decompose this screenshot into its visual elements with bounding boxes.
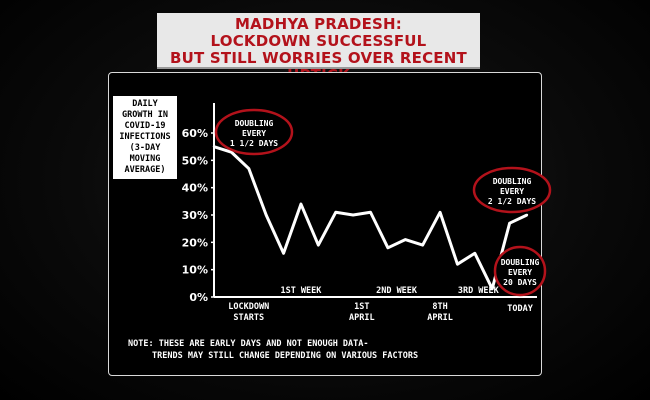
annotation-label-line: EVERY bbox=[508, 268, 532, 277]
annotation-label-line: 20 DAYS bbox=[503, 278, 537, 287]
y-axis-label-line: (3-DAY bbox=[129, 143, 161, 153]
data-point bbox=[230, 150, 233, 154]
x-tick-label: LOCKDOWN STARTS bbox=[228, 302, 269, 323]
y-tick-label: 40% bbox=[182, 182, 208, 195]
y-axis-label-line: COVID-19 bbox=[124, 121, 166, 131]
y-tick-label: 30% bbox=[182, 209, 208, 222]
annotation-label-line: EVERY bbox=[242, 129, 266, 138]
series-line bbox=[213, 145, 528, 291]
annotation-circle bbox=[493, 245, 547, 297]
data-point bbox=[456, 263, 459, 266]
data-point bbox=[247, 167, 250, 170]
annotation-circle bbox=[472, 166, 552, 214]
chart-panel bbox=[108, 72, 542, 376]
y-axis-label-line: DAILY bbox=[132, 99, 158, 109]
data-point bbox=[317, 243, 320, 247]
y-tick-label: 10% bbox=[182, 264, 208, 277]
annotation-circle bbox=[214, 108, 294, 156]
y-axis-label-line: AVERAGE) bbox=[124, 165, 166, 175]
x-tick-label: 1ST WEEK bbox=[280, 286, 322, 296]
data-point bbox=[386, 246, 390, 249]
x-tick-label: 8TH APRIL bbox=[427, 302, 453, 323]
headline-line-1: MADHYA PRADESH: bbox=[234, 15, 402, 33]
annotation-label-line: DOUBLING bbox=[235, 119, 274, 128]
data-point bbox=[299, 202, 303, 206]
data-point bbox=[473, 252, 477, 255]
data-point bbox=[351, 213, 355, 217]
x-tick-label-line: 2ND WEEK bbox=[376, 286, 418, 296]
data-point bbox=[212, 145, 216, 148]
annotation-label-line: 1 1/2 DAYS bbox=[230, 139, 278, 148]
y-tick-label: 20% bbox=[182, 236, 208, 249]
y-axis-label: DAILY GROWTH IN COVID-19 INFECTIONS (3-D… bbox=[113, 96, 177, 179]
data-point bbox=[525, 213, 529, 217]
data-point bbox=[282, 252, 285, 255]
data-point bbox=[508, 222, 511, 225]
data-point bbox=[404, 238, 407, 241]
x-tick-label-line: APRIL bbox=[427, 313, 453, 323]
x-tick-label: 2ND WEEK bbox=[376, 286, 418, 296]
x-tick-label-line: APRIL bbox=[349, 313, 375, 323]
footnote: NOTE: THESE ARE EARLY DAYS AND NOT ENOUG… bbox=[128, 338, 448, 362]
x-tick-label: TODAY bbox=[507, 304, 533, 314]
x-tick-label-line: 3RD WEEK bbox=[458, 286, 500, 296]
x-tick-label-line: 1ST bbox=[354, 302, 369, 312]
x-tick-label: 3RD WEEK bbox=[458, 286, 500, 296]
x-tick-label-line: LOCKDOWN bbox=[228, 302, 269, 312]
annotation-label: DOUBLING EVERY 2 1/2 DAYS bbox=[488, 177, 536, 206]
footnote-line-1: NOTE: THESE ARE EARLY DAYS AND NOT ENOUG… bbox=[128, 339, 369, 349]
x-tick-label-line: TODAY bbox=[507, 304, 533, 314]
data-point bbox=[491, 287, 494, 290]
data-point bbox=[438, 211, 442, 214]
y-tick-label: 0% bbox=[189, 291, 208, 304]
footnote-line-2: TRENDS MAY STILL CHANGE DEPENDING ON VAR… bbox=[152, 351, 419, 361]
x-tick-label-line: 1ST WEEK bbox=[280, 286, 322, 296]
headline-line-2: LOCKDOWN SUCCESSFUL bbox=[210, 32, 427, 50]
x-tick-label: 1ST APRIL bbox=[349, 302, 375, 323]
annotation-label: DOUBLING EVERY 20 DAYS bbox=[501, 258, 540, 287]
annotation-label-line: DOUBLING bbox=[493, 177, 532, 186]
y-axis-label-line: GROWTH IN bbox=[121, 110, 169, 120]
y-tick-label: 50% bbox=[182, 154, 208, 167]
x-tick-label-line: 8TH bbox=[432, 302, 447, 312]
annotation-label-line: 2 1/2 DAYS bbox=[488, 197, 536, 206]
x-tick-label-line: STARTS bbox=[233, 313, 264, 323]
annotation-label-line: EVERY bbox=[500, 187, 524, 196]
data-point bbox=[421, 243, 424, 247]
data-point bbox=[334, 211, 337, 214]
data-point bbox=[264, 213, 268, 217]
y-axis-label-line: INFECTIONS bbox=[119, 132, 171, 142]
y-tick-label: 60% bbox=[182, 127, 208, 140]
data-point bbox=[369, 211, 372, 214]
y-axis-label-line: MOVING bbox=[129, 154, 161, 164]
annotation-label: DOUBLING EVERY 1 1/2 DAYS bbox=[230, 119, 278, 148]
annotation-label-line: DOUBLING bbox=[501, 258, 540, 267]
